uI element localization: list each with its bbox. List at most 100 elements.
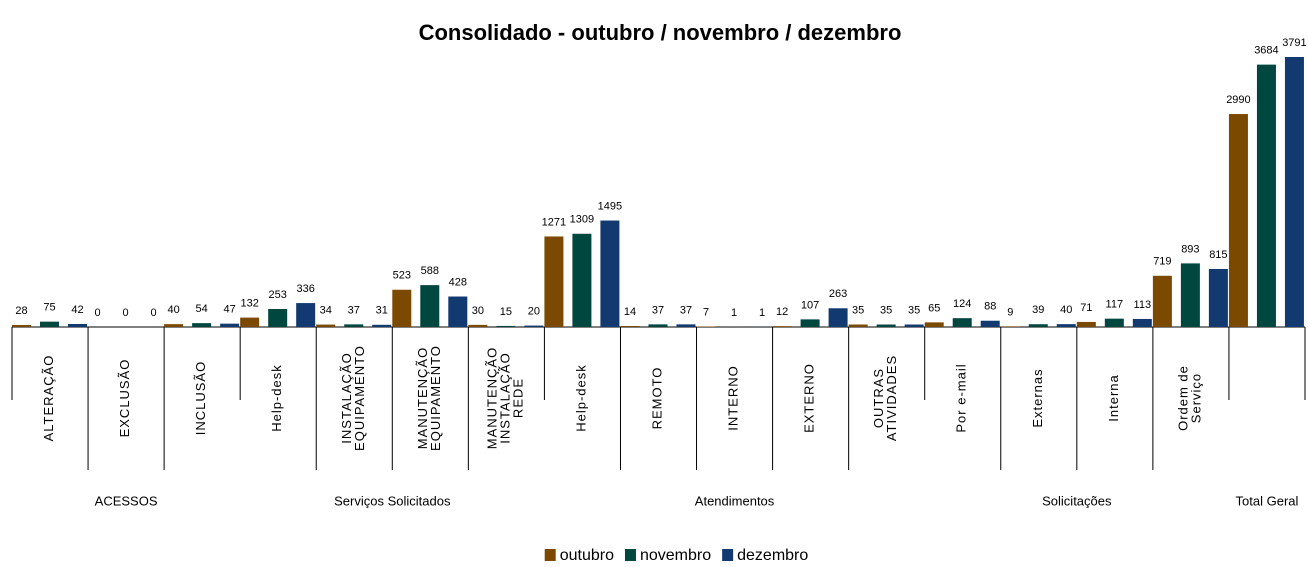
value-label: 88 [984,301,996,313]
value-label: 3684 [1254,45,1278,57]
value-label: 30 [472,305,484,317]
value-label: 523 [393,270,411,282]
category-label: EXCLUSÃO [118,359,133,438]
value-label: 0 [122,307,128,319]
value-label: 7 [703,306,709,318]
value-label: 117 [1106,299,1124,311]
bar [1284,57,1304,327]
value-label: 1495 [598,200,622,212]
category-label: REMOTO [650,367,665,430]
value-label: 719 [1153,256,1171,268]
value-label: 35 [880,304,892,316]
bar [1132,318,1152,327]
legend-swatch [624,549,636,561]
value-label: 34 [320,304,332,316]
category-label: EXTERNO [802,363,817,433]
bar [372,324,392,327]
value-label: 0 [150,307,156,319]
value-label: 336 [296,283,314,295]
category-label: Por e-mail [954,363,969,432]
value-label: 0 [94,307,100,319]
bar [544,236,564,327]
bar [1152,275,1172,327]
bar [316,324,336,327]
bar [1180,263,1200,327]
value-label: 263 [829,288,847,300]
value-label: 47 [223,304,235,316]
bar [676,324,696,327]
bar [800,319,820,327]
bar [496,325,516,327]
legend-swatch [722,549,734,561]
group-label: ACESSOS [95,493,158,508]
bar [904,324,924,327]
group-label: Solicitações [1042,493,1112,508]
value-label: 40 [167,304,179,316]
value-label: 12 [776,306,788,318]
value-label: 42 [71,304,83,316]
value-label: 1271 [542,216,566,228]
value-label: 428 [449,276,467,288]
category-label: Externas [1030,368,1045,427]
bar [296,303,316,327]
value-label: 20 [528,305,540,317]
value-label: 14 [624,306,636,318]
bar [572,233,592,327]
value-label: 132 [240,298,258,310]
bar [12,325,31,327]
value-label: 35 [908,304,920,316]
bar [952,318,972,327]
bar [620,326,640,327]
value-label: 107 [801,299,819,311]
bar [164,324,184,327]
group-label: Total Geral [1236,493,1299,508]
bar [344,324,364,327]
bar [240,317,260,327]
value-label: 37 [348,304,360,316]
value-label: 9 [1007,306,1013,318]
bar [268,308,288,327]
bar [876,324,896,327]
value-label: 54 [195,303,207,315]
bar [1076,321,1096,327]
bar [1000,326,1020,327]
category-label: Help-desk [574,364,589,432]
bar [524,325,544,327]
value-label: 1 [731,307,737,319]
bar [448,296,468,327]
bar [1104,318,1124,327]
value-label: 28 [15,305,27,317]
value-label: 1309 [570,214,594,226]
group-label: Atendimentos [695,493,775,508]
value-label: 15 [500,306,512,318]
bar [648,324,668,327]
value-label: 75 [43,302,55,314]
category-label: Interna [1106,374,1121,421]
bar [980,320,1000,327]
category-label: OUTRASATIVIDADES [872,355,900,441]
category-label: MANUTENÇÃOEQUIPAMENTO [415,345,443,451]
value-label: 35 [852,304,864,316]
value-label: 124 [953,298,971,310]
value-label: 253 [268,289,286,301]
category-label: INTERNO [726,365,741,431]
legend-swatch [544,549,556,561]
category-label: INCLUSÃO [194,361,209,435]
legend-label: novembro [640,547,711,564]
value-label: 2990 [1226,94,1250,106]
category-label: INSTALAÇÃOEQUIPAMENTO [339,345,367,451]
bar [1028,324,1048,327]
value-label: 113 [1134,299,1152,311]
bar [468,324,488,327]
bar [392,289,412,327]
value-label: 588 [421,265,439,277]
bar [220,323,240,327]
bar [1256,64,1276,328]
value-label: 1 [759,307,765,319]
bar [1056,324,1076,327]
category-label: Help-desk [270,364,285,432]
category-label: Ordem deServiço [1176,365,1204,431]
bar [40,321,59,327]
bar [68,324,87,327]
